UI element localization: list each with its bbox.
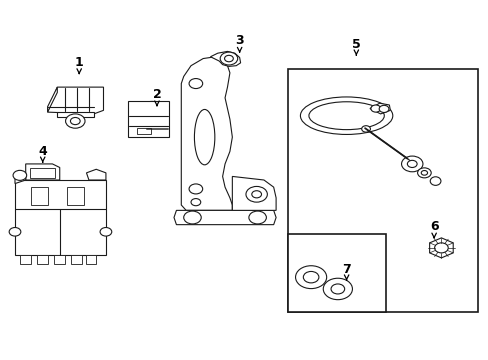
Circle shape (370, 105, 380, 112)
Bar (54, 255, 64, 264)
Circle shape (248, 211, 266, 224)
Circle shape (100, 228, 112, 236)
Polygon shape (181, 57, 232, 210)
Polygon shape (144, 115, 169, 130)
Circle shape (65, 114, 85, 128)
Polygon shape (232, 176, 276, 210)
Circle shape (147, 105, 156, 112)
Circle shape (13, 170, 27, 180)
Polygon shape (127, 102, 169, 137)
Polygon shape (47, 87, 103, 114)
Bar (287, 69, 477, 312)
Circle shape (407, 160, 416, 167)
Bar (20, 255, 30, 264)
Circle shape (220, 52, 237, 65)
Circle shape (183, 211, 201, 224)
Bar (287, 234, 385, 312)
Ellipse shape (300, 97, 392, 134)
Polygon shape (369, 103, 389, 114)
Circle shape (330, 284, 344, 294)
Circle shape (189, 184, 202, 194)
Circle shape (295, 266, 326, 289)
Polygon shape (429, 238, 452, 258)
Bar (37, 255, 47, 264)
Polygon shape (15, 173, 26, 184)
Circle shape (434, 243, 447, 253)
Ellipse shape (420, 171, 427, 175)
Polygon shape (26, 164, 60, 180)
Circle shape (303, 271, 318, 283)
Circle shape (401, 156, 422, 172)
Circle shape (251, 191, 261, 198)
Polygon shape (15, 180, 106, 255)
Ellipse shape (194, 109, 214, 165)
Text: 1: 1 (75, 55, 83, 69)
Bar (67, 187, 84, 205)
Circle shape (245, 186, 267, 202)
Text: 2: 2 (152, 88, 161, 101)
Bar (30, 168, 55, 178)
Bar (85, 255, 96, 264)
Circle shape (361, 126, 370, 132)
Text: 5: 5 (351, 38, 360, 51)
Polygon shape (86, 169, 106, 180)
Bar (136, 128, 151, 134)
Bar (30, 187, 47, 205)
Ellipse shape (417, 168, 430, 178)
Circle shape (70, 117, 80, 125)
Circle shape (224, 55, 233, 62)
Circle shape (9, 228, 21, 236)
Text: 6: 6 (429, 220, 438, 233)
Ellipse shape (308, 102, 384, 130)
Ellipse shape (429, 177, 440, 185)
Text: 4: 4 (38, 145, 47, 158)
Polygon shape (174, 210, 276, 225)
Polygon shape (57, 112, 94, 117)
Text: 3: 3 (235, 34, 244, 47)
Polygon shape (210, 51, 240, 66)
Circle shape (189, 78, 202, 89)
Text: 7: 7 (342, 263, 350, 276)
Circle shape (142, 102, 162, 116)
Circle shape (323, 278, 352, 300)
Polygon shape (47, 87, 57, 112)
Circle shape (378, 105, 388, 112)
Circle shape (191, 199, 201, 206)
Bar (71, 255, 81, 264)
